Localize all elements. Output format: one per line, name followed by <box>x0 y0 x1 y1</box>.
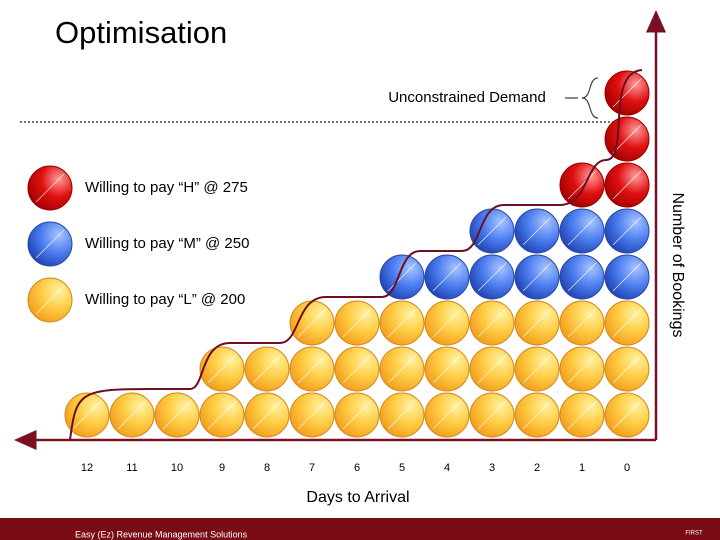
ball-shine <box>567 216 597 246</box>
ball-shine <box>35 229 65 259</box>
ball-shine <box>522 354 552 384</box>
ball-shine <box>522 400 552 430</box>
x-axis-label: Days to Arrival <box>306 489 409 506</box>
ball-shine <box>342 400 372 430</box>
x-tick-label: 1 <box>579 462 585 474</box>
ball-shine <box>567 354 597 384</box>
x-tick-label: 7 <box>309 462 315 474</box>
x-tick-label: 6 <box>354 462 360 474</box>
ball-shine <box>342 308 372 338</box>
ball-shine <box>117 400 147 430</box>
ball-shine <box>522 262 552 292</box>
legend-label: Willing to pay “M” @ 250 <box>85 235 249 252</box>
ball-shine <box>477 216 507 246</box>
x-tick-label: 9 <box>219 462 225 474</box>
legend-label: Willing to pay “L” @ 200 <box>85 291 245 308</box>
ball-shine <box>612 308 642 338</box>
ball-shine <box>567 262 597 292</box>
ball-shine <box>612 78 642 108</box>
ball-shine <box>387 308 417 338</box>
demand-curve <box>69 69 643 441</box>
ball-shine <box>522 216 552 246</box>
ball-shine <box>72 400 102 430</box>
ball-shine <box>612 216 642 246</box>
ball-shine <box>477 308 507 338</box>
ball-shine <box>432 262 462 292</box>
ball-shine <box>612 354 642 384</box>
ball-shine <box>432 400 462 430</box>
ball-shine <box>567 400 597 430</box>
footer-bar <box>0 518 720 540</box>
ball-shine <box>297 354 327 384</box>
legend-label: Willing to pay “H” @ 275 <box>85 179 248 196</box>
ball-shine <box>387 400 417 430</box>
ball-shine <box>612 262 642 292</box>
ball-shine <box>252 354 282 384</box>
ball-shine <box>522 308 552 338</box>
annotation: Unconstrained Demand <box>388 89 546 106</box>
ball-shine <box>297 400 327 430</box>
x-tick-label: 8 <box>264 462 270 474</box>
ball-shine <box>35 173 65 203</box>
ball-shine <box>612 124 642 154</box>
ball-shine <box>252 400 282 430</box>
ball-shine <box>567 170 597 200</box>
x-tick-label: 10 <box>171 462 183 474</box>
x-tick-label: 5 <box>399 462 405 474</box>
ball-shine <box>207 400 237 430</box>
ball-shine <box>432 354 462 384</box>
ball-shine <box>162 400 192 430</box>
x-tick-label: 4 <box>444 462 450 474</box>
legend: Willing to pay “H” @ 275 Willing to pay “… <box>27 165 249 323</box>
ball-shine <box>612 400 642 430</box>
ball-shine <box>612 170 642 200</box>
x-tick-label: 11 <box>126 462 137 474</box>
ball-shine <box>432 308 462 338</box>
ball-shine <box>207 354 237 384</box>
brace <box>565 77 599 119</box>
x-tick-label: 0 <box>624 462 630 474</box>
ball-shine <box>477 262 507 292</box>
ball-shine <box>477 354 507 384</box>
logo: FIRST <box>685 531 703 537</box>
footer-text: Easy (Ez) Revenue Management Solutions <box>75 529 248 539</box>
ball-shine <box>387 262 417 292</box>
ball-shine <box>477 400 507 430</box>
x-tick-label: 3 <box>489 462 495 474</box>
ball-shine <box>297 308 327 338</box>
ball-shine <box>567 308 597 338</box>
y-axis-label: Number of Bookings <box>669 193 686 338</box>
bookings <box>64 70 650 438</box>
ball-shine <box>387 354 417 384</box>
ball-shine <box>342 354 372 384</box>
title: Optimisation <box>55 15 227 50</box>
x-tick-label: 12 <box>81 462 93 474</box>
ball-shine <box>35 285 65 315</box>
x-tick-label: 2 <box>534 462 540 474</box>
